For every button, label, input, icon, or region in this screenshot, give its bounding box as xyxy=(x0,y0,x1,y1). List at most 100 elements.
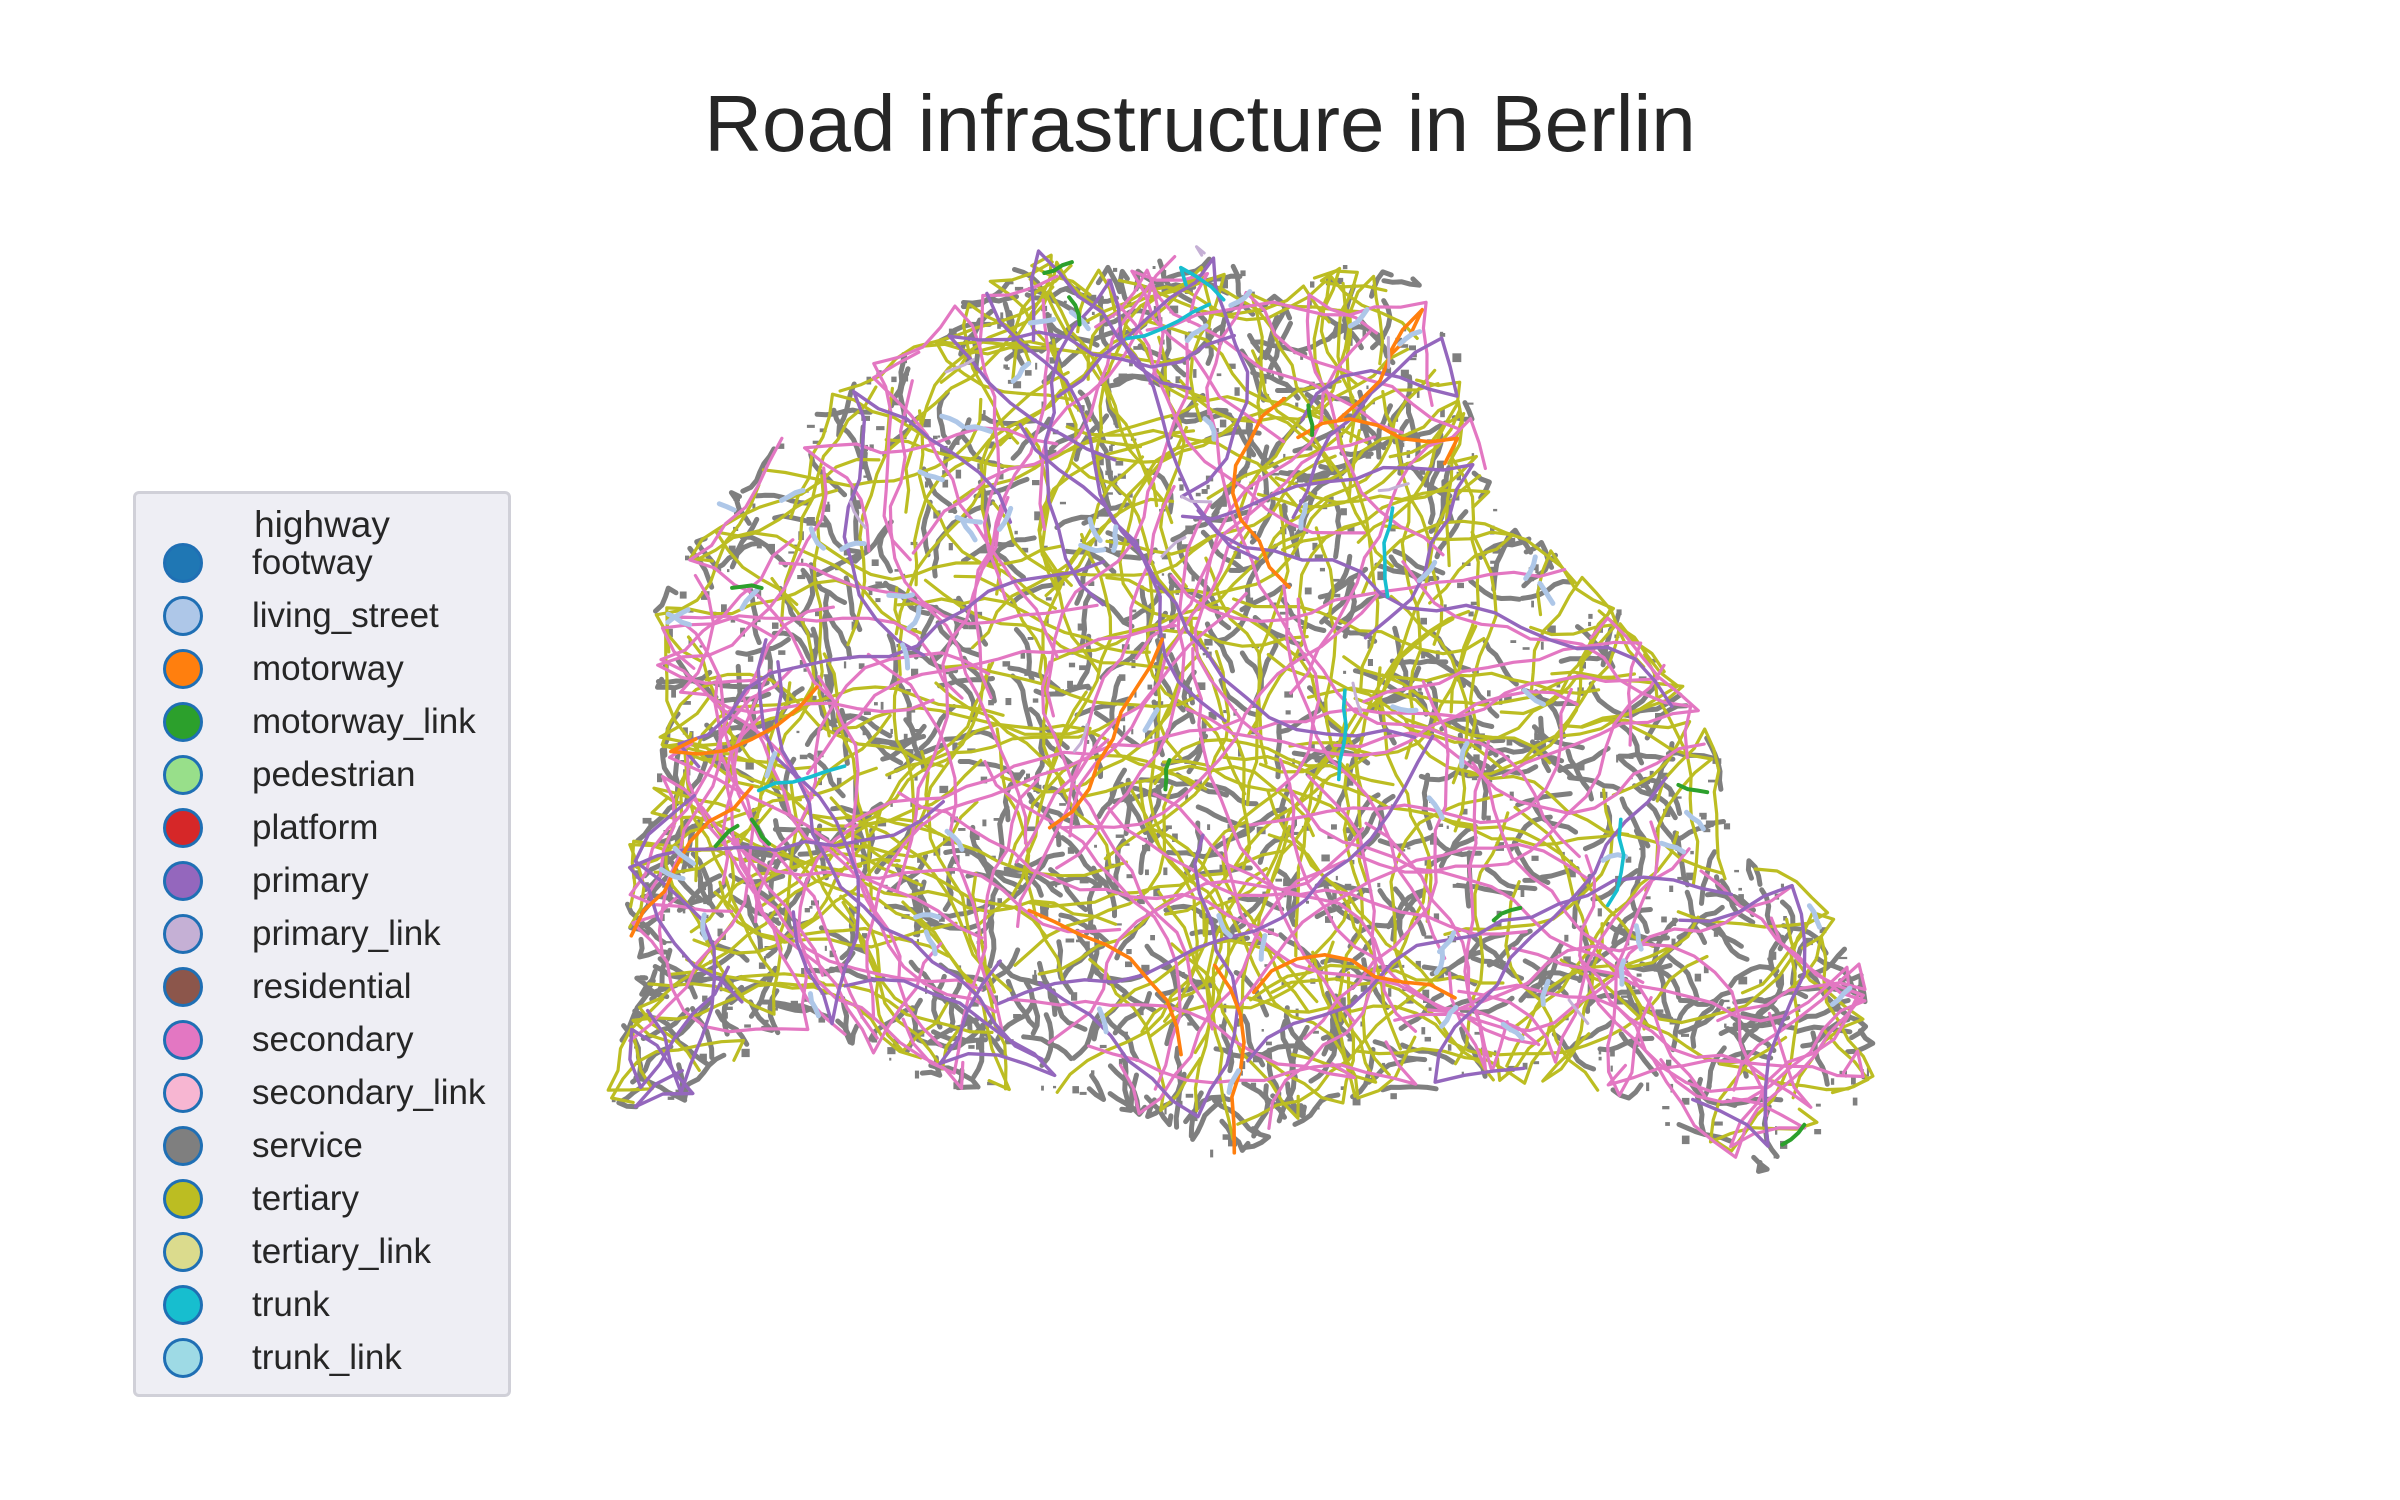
service-area xyxy=(875,581,883,584)
service-area xyxy=(1163,867,1168,876)
primary-roads-layer xyxy=(628,249,1807,1148)
service-area xyxy=(1352,1096,1361,1106)
tertiary-road xyxy=(1105,500,1328,596)
service-area xyxy=(1292,817,1297,826)
service-area xyxy=(1319,567,1325,572)
secondary-road xyxy=(1393,983,1764,1093)
tertiary-road xyxy=(1312,273,1419,404)
living-street-road xyxy=(1806,903,1823,930)
motorway-road xyxy=(1027,908,1183,1057)
service-area xyxy=(1366,385,1369,390)
service-area xyxy=(1620,995,1630,998)
service-area xyxy=(1039,726,1045,736)
secondary-road xyxy=(1094,268,1404,435)
service-area xyxy=(1558,945,1562,954)
secondary-road xyxy=(1191,647,1355,1022)
legend-item-motorway: motorway xyxy=(136,643,508,696)
service-area xyxy=(1381,1062,1386,1068)
legend-label: living_street xyxy=(252,596,439,635)
service-area xyxy=(924,909,931,914)
service-area xyxy=(1045,597,1052,601)
service-area xyxy=(1014,530,1018,535)
service-area xyxy=(1094,886,1100,889)
legend-item-platform: platform xyxy=(136,802,508,855)
service-area xyxy=(1531,855,1539,861)
service-area xyxy=(663,941,672,944)
service-area xyxy=(699,1053,707,1061)
legend-marker-icon xyxy=(163,1338,203,1378)
service-area xyxy=(1365,452,1372,459)
service-area xyxy=(1474,1031,1483,1035)
service-area xyxy=(1230,929,1235,938)
service-area xyxy=(1284,691,1293,698)
legend-marker-icon xyxy=(163,1232,203,1272)
service-road xyxy=(753,886,800,926)
living-street-road xyxy=(1347,307,1370,329)
legend-marker-icon xyxy=(163,543,203,583)
service-road xyxy=(634,975,670,1000)
service-road xyxy=(1350,1047,1376,1100)
service-area xyxy=(1489,566,1499,575)
service-area xyxy=(763,956,767,964)
service-area xyxy=(938,917,945,922)
service-area xyxy=(1208,711,1217,720)
service-area xyxy=(1726,1006,1731,1009)
service-area xyxy=(1125,961,1133,968)
service-area xyxy=(1490,525,1495,535)
service-area xyxy=(1501,961,1506,968)
living-street-road xyxy=(1010,361,1032,384)
service-area xyxy=(1724,1023,1727,1028)
tertiary-road xyxy=(1355,1021,1552,1085)
service-road xyxy=(1010,673,1033,729)
service-area xyxy=(809,906,813,909)
service-area xyxy=(1234,387,1240,396)
service-area xyxy=(1510,640,1517,643)
primary-link-road xyxy=(1180,495,1213,504)
service-area xyxy=(1407,847,1411,850)
service-road xyxy=(653,585,679,614)
service-area xyxy=(999,472,1004,480)
service-area xyxy=(887,774,892,780)
service-area xyxy=(1588,613,1593,619)
service-area xyxy=(1000,312,1004,319)
service-area xyxy=(933,435,938,440)
service-area xyxy=(840,716,847,725)
service-area xyxy=(1395,337,1402,344)
service-area xyxy=(1663,808,1671,817)
service-area xyxy=(1279,611,1288,615)
service-area xyxy=(778,650,786,655)
trunk-road xyxy=(1382,506,1395,599)
service-road xyxy=(1181,669,1197,725)
service-area xyxy=(1127,703,1135,712)
service-area xyxy=(983,410,986,415)
service-area xyxy=(874,702,878,706)
service-area xyxy=(1133,346,1142,350)
service-area xyxy=(1115,923,1122,926)
service-area xyxy=(1539,979,1543,988)
legend: highway footway living_street motorway moto… xyxy=(133,491,511,1397)
service-area xyxy=(1161,286,1170,293)
service-area xyxy=(1362,330,1367,338)
living-street-road xyxy=(808,526,827,551)
living-street-road xyxy=(665,607,691,625)
secondary-road xyxy=(1699,869,1865,1133)
service-area xyxy=(1535,564,1539,574)
service-area xyxy=(863,711,871,715)
service-area xyxy=(889,1057,892,1061)
service-area xyxy=(1424,860,1428,866)
service-area xyxy=(1866,1067,1869,1077)
primary-road xyxy=(677,559,1106,769)
secondary-road xyxy=(1248,687,1573,827)
service-area xyxy=(876,426,885,431)
service-road xyxy=(1438,823,1478,869)
service-area xyxy=(887,1047,896,1055)
service-area xyxy=(682,727,688,735)
service-area xyxy=(948,328,957,338)
primary-road xyxy=(628,800,945,1004)
legend-label: tertiary_link xyxy=(252,1232,431,1271)
service-area xyxy=(988,441,995,449)
tertiary-road xyxy=(1529,575,1646,696)
service-area xyxy=(911,668,919,676)
service-area xyxy=(1437,823,1444,827)
service-area xyxy=(1814,1129,1822,1135)
